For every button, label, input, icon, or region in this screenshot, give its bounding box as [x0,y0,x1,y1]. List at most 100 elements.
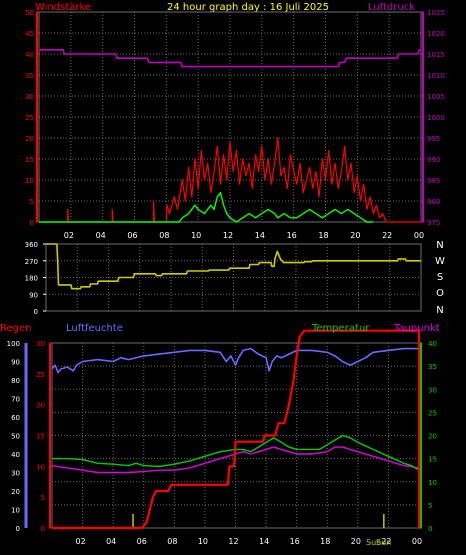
pressure-axis-title: Luftdruck [368,2,415,13]
climate-x-tick-label: 10 [198,537,208,546]
pressure-y-tick-label: 985 [427,177,440,185]
pressure-y-tick-label: 1025 [427,9,445,17]
wind-pressure-x-tick-label: 02 [64,231,74,240]
wind-y-tick-label: 45 [25,30,34,38]
humidity-y-tick-label: 70 [11,396,20,404]
humidity-y-tick-label: 40 [11,451,20,459]
pressure-y-tick-label: 980 [427,198,440,206]
chart-title: 24 hour graph day : 16 Juli 2025 [167,2,329,13]
direction-y-tick-label: 180 [25,275,38,283]
dewpoint-line [51,446,420,474]
temp-y-tick-label: 25 [428,409,437,417]
wind-pressure-x-tick-label: 12 [223,231,233,240]
humidity-axis-title: Luftfeuchte [66,323,123,334]
wind-y-tick-label: 35 [25,72,34,80]
pressure-y-tick-label: 1000 [427,114,445,122]
rain-line [52,329,421,530]
rain-y-tick-label: 5 [41,494,45,502]
wind-direction-panel: 0 90 180 270 360 [25,241,422,316]
pressure-y-tick-label: 995 [427,135,440,143]
wind-y-tick-label: 5 [30,198,34,206]
wind-pressure-x-tick-label: 06 [127,231,137,240]
wind-pressure-panel: 02 04 06 08 10 12 14 16 18 20 22 000510152025303540… [25,9,445,240]
temperature-axis-title: Temperatur [311,323,370,334]
climate-x-tick-label: 08 [167,537,177,546]
climate-x-tick-label: 06 [137,537,147,546]
pressure-y-tick-label: 990 [427,156,440,164]
wind-pressure-x-tick-label: 20 [350,231,360,240]
climate-x-tick-label: 22 [381,537,391,546]
pressure-y-tick-label: 1010 [427,72,445,80]
climate-x-tick-label: 18 [320,537,330,546]
wind-y-tick-label: 25 [25,114,34,122]
temperature-line [52,434,420,471]
direction-y-tick-label: 90 [29,291,38,299]
climate-x-tick-label: 16 [290,537,300,546]
direction-y-tick-label: 270 [25,258,38,266]
wind-y-tick-label: 10 [25,177,34,185]
rain-y-tick-label: 15 [36,433,45,441]
wind-pressure-x-tick-label: 22 [382,231,392,240]
humidity-y-tick-label: 90 [11,359,20,367]
temp-y-tick-label: 5 [428,502,432,510]
direction-y-tick-label: 360 [25,241,38,249]
direction-y-tick-label: 0 [34,308,38,316]
wind-pressure-x-tick-label: 14 [255,231,265,240]
direction-label-o: O [436,288,444,299]
wind-y-tick-label: 30 [25,93,34,101]
sunrise-label: Sun [366,538,381,547]
wind-y-tick-label: 20 [25,135,34,143]
wind-average-line [39,191,374,223]
rain-y-tick-label: 20 [36,402,45,410]
sunset-label: Sun [376,538,391,547]
rain-y-tick-label: 0 [41,525,45,533]
pressure-y-tick-label: 975 [427,219,440,227]
climate-x-tick-label: 12 [228,537,238,546]
humidity-y-tick-label: 0 [16,525,20,533]
humidity-y-tick-label: 60 [11,414,20,422]
wind-y-tick-label: 0 [30,219,34,227]
direction-label-n-top: N [436,240,443,251]
humidity-y-tick-label: 100 [7,340,20,348]
temp-y-tick-label: 35 [428,363,437,371]
pressure-line [39,49,421,68]
dewpoint-axis-title: Taupunkt [393,323,440,334]
wind-pressure-x-tick-label: 18 [318,231,328,240]
climate-panel: 02 04 06 08 10 12 14 16 18 20 22 000102030405060708… [7,329,437,546]
humidity-y-tick-label: 30 [11,470,20,478]
climate-x-tick-label: 00 [412,537,422,546]
humidity-y-tick-label: 10 [11,507,20,515]
temp-y-tick-label: 15 [428,456,437,464]
wind-axis-title: Windstärke [35,2,91,13]
rain-axis-title: Regen [0,323,32,334]
direction-label-n-bottom: N [436,305,443,316]
wind-pressure-x-tick-label: 10 [191,231,201,240]
wind-y-tick-label: 15 [25,156,34,164]
wind-pressure-x-tick-label: 08 [159,231,169,240]
wind-pressure-x-tick-label: 04 [96,231,106,240]
wind-direction-line [46,243,421,290]
rain-y-tick-label: 25 [36,371,45,379]
wind-pressure-x-tick-label: 16 [287,231,297,240]
wind-speed-line [39,137,421,223]
direction-label-s: S [437,272,443,283]
temp-y-tick-label: 40 [428,340,437,348]
temp-y-tick-label: 0 [428,525,432,533]
wind-y-tick-label: 40 [25,51,34,59]
temp-y-tick-label: 10 [428,479,437,487]
humidity-y-tick-label: 80 [11,377,20,385]
humidity-line [51,347,419,374]
climate-x-tick-label: 20 [351,537,361,546]
wind-y-tick-label: 50 [25,9,34,17]
climate-x-tick-label: 04 [106,537,116,546]
temp-y-tick-label: 30 [428,386,437,394]
humidity-y-tick-label: 50 [11,433,20,441]
pressure-y-tick-label: 1015 [427,51,445,59]
pressure-y-tick-label: 1020 [427,30,445,38]
direction-label-w: W [435,256,445,267]
rain-y-tick-label: 10 [36,463,45,471]
temp-y-tick-label: 20 [428,433,437,441]
pressure-y-tick-label: 1005 [427,93,445,101]
climate-x-tick-label: 02 [75,537,85,546]
